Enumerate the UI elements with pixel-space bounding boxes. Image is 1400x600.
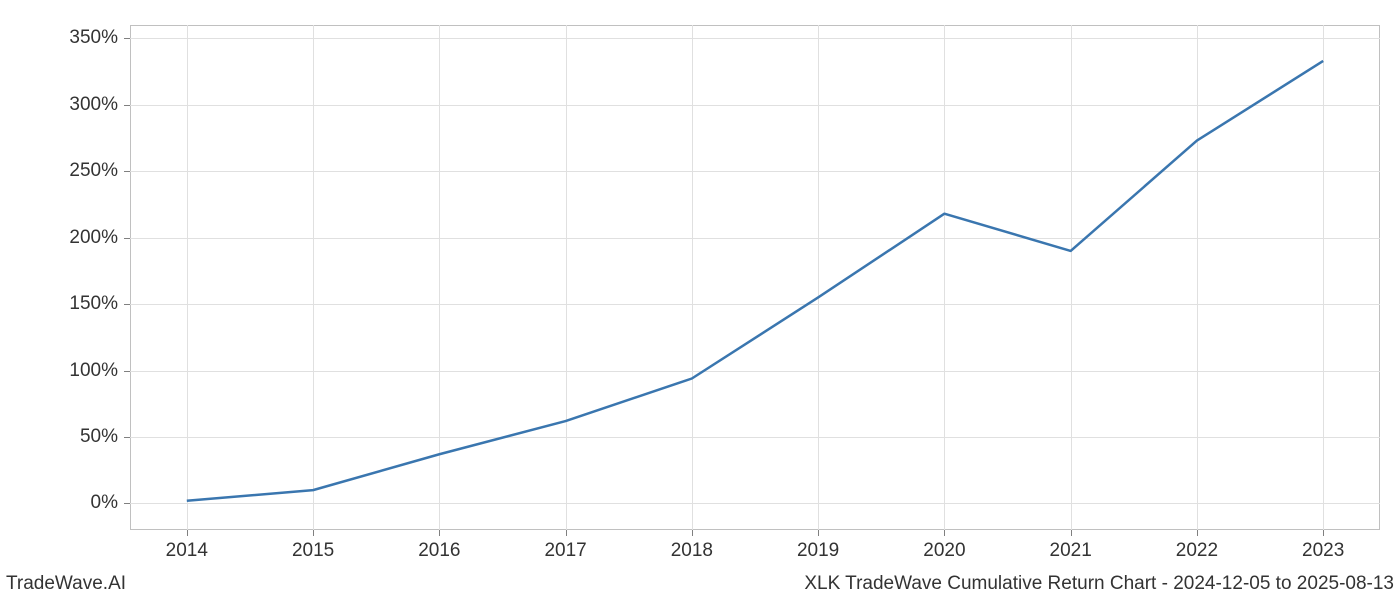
footer-left-text: TradeWave.AI xyxy=(6,573,126,595)
tick-mark-x xyxy=(944,530,945,536)
x-tick-label: 2019 xyxy=(797,540,839,562)
y-tick-label: 300% xyxy=(69,94,118,116)
tick-mark-x xyxy=(313,530,314,536)
tick-mark-x xyxy=(439,530,440,536)
x-tick-label: 2023 xyxy=(1302,540,1344,562)
tick-mark-x xyxy=(1197,530,1198,536)
footer-right-text: XLK TradeWave Cumulative Return Chart - … xyxy=(804,573,1394,595)
chart-container: 2014 2015 2016 2017 2018 2019 2020 2021 2022 2023… xyxy=(0,0,1400,600)
x-tick-label: 2020 xyxy=(923,540,965,562)
tick-mark-x xyxy=(692,530,693,536)
y-tick-label: 0% xyxy=(91,492,118,514)
tick-mark-x xyxy=(566,530,567,536)
x-tick-label: 2021 xyxy=(1050,540,1092,562)
return-line xyxy=(187,61,1323,501)
tick-mark-x xyxy=(1071,530,1072,536)
y-tick-label: 150% xyxy=(69,293,118,315)
y-tick-label: 200% xyxy=(69,227,118,249)
y-tick-label: 100% xyxy=(69,360,118,382)
x-tick-label: 2015 xyxy=(292,540,334,562)
x-tick-label: 2014 xyxy=(166,540,208,562)
tick-mark-x xyxy=(187,530,188,536)
y-tick-label: 250% xyxy=(69,160,118,182)
x-tick-label: 2017 xyxy=(544,540,586,562)
x-tick-label: 2022 xyxy=(1176,540,1218,562)
y-tick-label: 50% xyxy=(80,426,118,448)
y-tick-label: 350% xyxy=(69,27,118,49)
x-tick-label: 2018 xyxy=(671,540,713,562)
series-svg xyxy=(130,25,1380,530)
tick-mark-x xyxy=(818,530,819,536)
x-tick-label: 2016 xyxy=(418,540,460,562)
tick-mark-x xyxy=(1323,530,1324,536)
plot-area: 2014201520162017201820192020202120222023… xyxy=(130,25,1380,530)
